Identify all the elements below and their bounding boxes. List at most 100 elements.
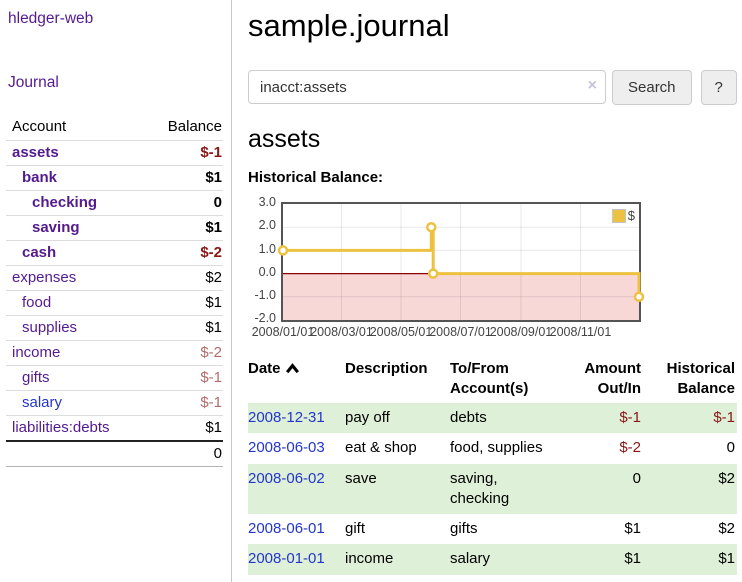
date-column-header[interactable]: Date [248,357,345,403]
app-title-link[interactable]: hledger-web [8,10,94,27]
account-row: income $-2 [6,340,223,366]
chart-plot-area[interactable]: $ [277,202,645,323]
transaction-date-cell: 2008-06-01 [248,514,345,544]
transaction-amount: $-2 [619,439,641,457]
transaction-date-link[interactable]: 2008-12-31 [248,409,325,427]
account-balance: 0 [147,190,223,216]
transaction-balance: $2 [718,520,735,538]
chart-legend: $ [609,207,637,225]
account-balance: $1 [147,415,223,442]
account-name-cell: food [6,290,148,316]
chart-title: Historical Balance: [248,169,384,187]
transaction-date-link[interactable]: 2008-06-03 [248,439,325,457]
description-column-header: Description [345,360,428,378]
transaction-description: eat & shop [345,439,417,457]
sidebar-item-journal[interactable]: Journal [8,74,59,91]
y-axis-tick-label: 0.0 [258,264,276,279]
transaction-date-link[interactable]: 2008-06-01 [248,520,325,538]
account-row: liabilities:debts $1 [6,415,223,442]
transaction-date-cell: 2008-01-01 [248,544,345,574]
x-axis-tick-label: 2008/11/01 [549,325,612,340]
transaction-amount: $-1 [619,409,641,427]
account-link[interactable]: salary [22,394,63,411]
account-balance: $-1 [147,390,223,416]
data-point-marker[interactable] [427,268,439,279]
transaction-amount: 0 [632,469,641,487]
account-name-cell: gifts [6,365,148,391]
y-axis-tick-label: -2.0 [254,311,276,326]
clear-search-icon[interactable]: × [587,77,597,95]
help-button[interactable]: ? [700,69,737,105]
accounts-total-row: 0 [6,440,223,467]
data-point-marker[interactable] [633,291,645,303]
account-balance: $-1 [147,365,223,391]
y-axis-tick-label: 1.0 [258,241,276,256]
y-axis-tick-label: -1.0 [254,287,276,302]
register-header-row: Date Description To/From Account(s) Amou… [248,357,737,403]
account-link[interactable]: food [22,294,52,311]
data-point-marker[interactable] [426,222,437,233]
transaction-row: 2008-01-01 income salary $1 $1 [248,544,737,575]
account-balance: $2 [147,265,223,291]
transaction-row: 2008-06-01 gift gifts $1 $2 [248,514,737,544]
sort-ascending-icon [285,360,300,380]
transaction-date-link[interactable]: 2008-01-01 [248,550,325,568]
transaction-balance: $1 [718,550,735,568]
account-link[interactable]: bank [22,169,58,186]
account-link[interactable]: liabilities:debts [12,419,110,436]
main-content: sample.journal × Search ? assets Histori… [248,0,737,575]
account-balance: $1 [147,315,223,341]
chart-x-axis: 2008/01/01 2008/03/01 2008/05/01 2008/07/01… [248,325,737,341]
transaction-balance: 0 [726,439,735,457]
account-link[interactable]: checking [32,194,98,211]
account-link[interactable]: gifts [22,369,50,386]
account-link[interactable]: cash [22,244,57,261]
account-balance: $-1 [147,140,223,166]
account-link[interactable]: income [12,344,61,361]
x-axis-tick-label: 2008/03/01 [310,325,373,340]
account-link[interactable]: assets [12,144,59,161]
account-row: gifts $-1 [6,365,223,391]
legend-label: $ [627,208,635,224]
amount-column-header: Amount Out/In [584,360,641,397]
transaction-row: 2008-06-03 eat & shop food, supplies $-2… [248,433,737,463]
account-balance: $1 [147,215,223,241]
search-form: × Search ? [248,69,737,105]
search-input[interactable] [248,70,606,105]
page-title: sample.journal [248,8,450,43]
account-balance: $-2 [147,240,223,266]
accounts-total-value: 0 [6,440,223,467]
account-column-header: Account [6,114,148,141]
transaction-date-cell: 2008-12-31 [248,403,345,433]
historical-balance-chart: 3.0 2.0 1.0 0.0 -1.0 -2.0 $ 2008/01/01 2008/03… [248,195,737,341]
transaction-date-cell: 2008-06-03 [248,433,345,463]
data-point-marker[interactable] [277,245,289,256]
transaction-amount: $1 [624,520,641,538]
account-name-cell: salary [6,390,148,416]
search-button[interactable]: Search [612,69,692,105]
transaction-date-link[interactable]: 2008-06-02 [248,469,325,487]
balance-column-header-register: Historical Balance [666,360,735,397]
transaction-row: 2008-06-02 save saving, checking 0 $2 [248,463,737,515]
account-row: checking 0 [6,190,223,216]
account-link[interactable]: saving [32,219,80,236]
account-row: expenses $2 [6,265,223,291]
account-row: cash $-2 [6,240,223,266]
transaction-balance: $-1 [713,409,735,427]
y-axis-tick-label: 2.0 [258,218,276,233]
series-swatch-icon [611,208,626,223]
account-balance: $-2 [147,340,223,366]
account-row: bank $1 [6,165,223,191]
account-name-cell: income [6,340,148,366]
transaction-description: income [345,550,394,568]
account-name-cell: checking [6,190,148,216]
account-link[interactable]: supplies [22,319,78,336]
x-axis-tick-label: 2008/07/01 [429,325,492,340]
accounts-table-header: Account Balance [6,114,223,141]
transaction-date-cell: 2008-06-02 [248,464,345,515]
x-axis-tick-label: 2008/05/01 [369,325,433,340]
account-link[interactable]: expenses [12,269,77,286]
transaction-balance: $2 [718,469,735,487]
negative-region [283,273,639,321]
account-row: food $1 [6,290,223,316]
